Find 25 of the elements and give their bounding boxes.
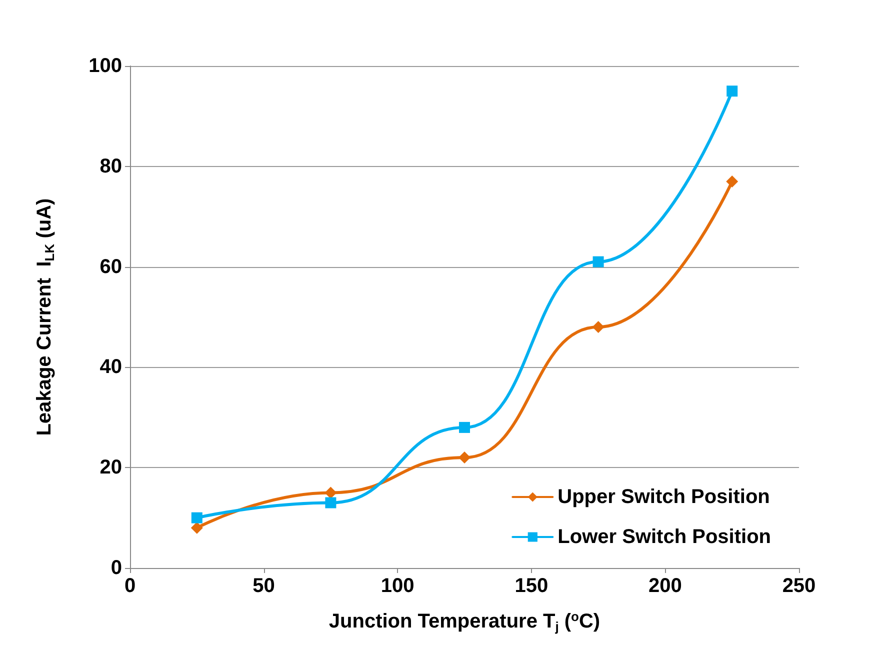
- point: [325, 497, 336, 508]
- x-tick-label: 250: [782, 575, 816, 597]
- point: [191, 512, 202, 524]
- point: [458, 452, 470, 464]
- legend-label: Lower Switch Position: [558, 526, 772, 548]
- x-tick-label: 50: [252, 575, 275, 597]
- y-tick-label: 60: [100, 256, 122, 278]
- point: [459, 422, 470, 433]
- point: [726, 86, 738, 97]
- x-tick-label: 0: [124, 575, 136, 597]
- point: [592, 256, 604, 268]
- x-tick-label: 150: [514, 575, 548, 597]
- point: [726, 175, 738, 188]
- y-tick-label: 20: [100, 456, 122, 479]
- x-tick-label: 100: [380, 575, 414, 597]
- y-tick-label: 40: [100, 356, 122, 378]
- y-tick-label: 100: [88, 55, 122, 77]
- y-axis-title: Leakage Current ILK (uA): [34, 198, 57, 436]
- legend-label: Upper Switch Position: [558, 486, 770, 508]
- x-tick-label: 200: [648, 575, 682, 597]
- y-tick-label: 0: [110, 557, 122, 579]
- point: [324, 486, 337, 499]
- y-tick-label: 80: [100, 155, 122, 178]
- point: [190, 522, 203, 534]
- point: [592, 321, 604, 334]
